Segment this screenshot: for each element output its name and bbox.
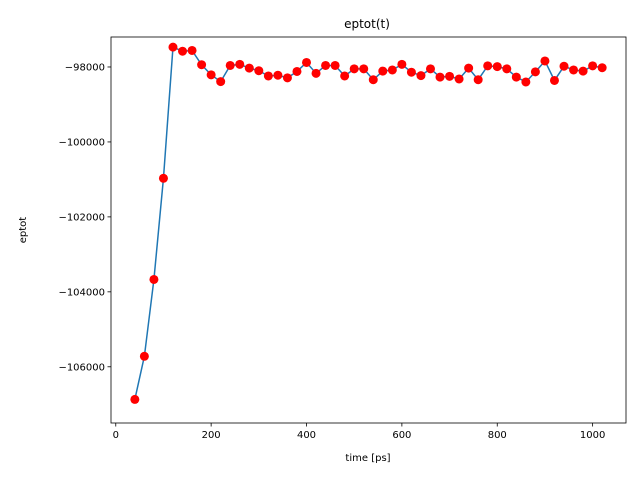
data-point	[244, 63, 254, 73]
data-point	[263, 71, 273, 81]
data-point	[559, 61, 569, 71]
data-point	[206, 70, 216, 80]
data-point	[454, 74, 464, 84]
data-point	[187, 45, 197, 55]
data-point	[149, 274, 159, 284]
y-axis-label: eptot	[18, 217, 29, 244]
data-point	[530, 67, 540, 77]
data-point	[425, 64, 435, 74]
x-tick-label: 800	[488, 430, 507, 441]
x-tick-label: 1000	[580, 430, 605, 441]
data-point	[225, 60, 235, 70]
data-point	[511, 72, 521, 82]
y-tick-label: −102000	[58, 212, 105, 223]
data-point	[397, 59, 407, 69]
y-tick-label: −106000	[58, 362, 105, 373]
data-point	[282, 73, 292, 83]
series-layer	[130, 42, 607, 404]
data-point	[502, 64, 512, 74]
data-point	[387, 65, 397, 75]
data-point	[416, 71, 426, 81]
data-point	[359, 64, 369, 74]
data-point	[378, 66, 388, 76]
data-point	[178, 46, 188, 56]
data-point	[483, 61, 493, 71]
data-point	[597, 63, 607, 73]
data-point	[302, 57, 312, 67]
y-tick-label: −104000	[58, 287, 105, 298]
data-point	[578, 66, 588, 76]
x-tick-label: 400	[297, 430, 316, 441]
data-point	[473, 75, 483, 85]
plot-area: 0 200 400 600 800 1000 −106000−104000−102000−…	[58, 36, 627, 441]
x-axis: 0 200 400 600 800 1000	[113, 423, 605, 441]
data-point	[549, 75, 559, 85]
y-axis: −106000 −104000 −102000 −100000 −98000	[58, 62, 111, 373]
data-point	[130, 394, 140, 404]
y-tick-label: −98000	[65, 62, 105, 73]
data-point	[197, 60, 207, 70]
data-point	[540, 56, 550, 66]
data-point	[445, 71, 455, 81]
data-point	[349, 64, 359, 74]
x-tick-label: 200	[202, 430, 221, 441]
data-point	[435, 72, 445, 82]
data-point	[254, 66, 264, 76]
data-point	[492, 62, 502, 72]
data-point	[321, 60, 331, 70]
series-line	[134, 46, 603, 400]
chart-title: eptot(t)	[344, 17, 390, 31]
data-point	[158, 173, 168, 183]
data-point	[311, 68, 321, 78]
data-point	[235, 59, 245, 69]
x-tick-label: 0	[113, 430, 119, 441]
data-point	[588, 61, 598, 71]
data-point	[340, 71, 350, 81]
x-axis-label: time [ps]	[345, 453, 390, 464]
data-point	[273, 70, 283, 80]
data-point	[521, 77, 531, 87]
data-point	[569, 65, 579, 75]
data-point	[464, 63, 474, 73]
data-point	[330, 60, 340, 70]
x-tick-label: 600	[392, 430, 411, 441]
plot-frame	[110, 36, 627, 424]
data-point	[139, 351, 149, 361]
data-point	[216, 77, 226, 87]
data-point	[368, 75, 378, 85]
y-tick-label: −100000	[58, 137, 105, 148]
data-point	[406, 67, 416, 77]
data-point	[168, 42, 178, 52]
data-point	[292, 66, 302, 76]
